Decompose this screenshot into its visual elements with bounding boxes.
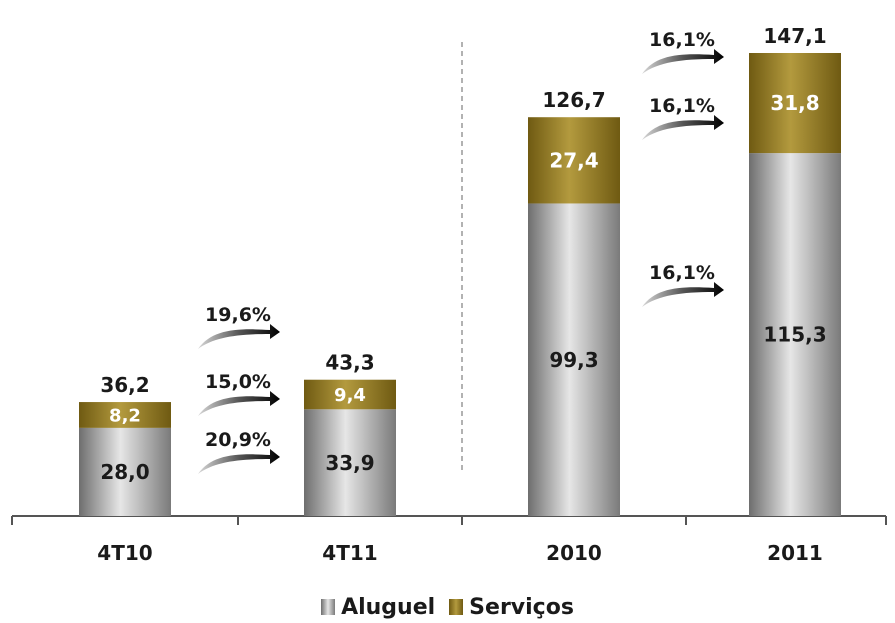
data-label-servicos: 8,2 — [109, 405, 141, 426]
data-label-servicos: 27,4 — [549, 149, 598, 173]
growth-annotation-aluguel-annual: 16,1% — [642, 262, 724, 307]
bar-segment-aluguel — [749, 153, 841, 516]
bar-segment-aluguel — [528, 203, 620, 516]
legend-item-servicos: Serviços — [449, 595, 574, 620]
data-label-servicos: 31,8 — [770, 91, 819, 115]
total-label: 36,2 — [100, 373, 149, 397]
growth-label: 20,9% — [205, 429, 271, 451]
legend-swatch-aluguel — [321, 599, 336, 615]
data-label-aluguel: 99,3 — [549, 348, 598, 372]
growth-annotation-aluguel-4t: 20,9% — [198, 429, 280, 474]
bar-segment-servicos — [79, 402, 171, 428]
growth-arrow-icon — [198, 391, 280, 416]
growth-arrow-icon — [198, 449, 280, 474]
x-tick-label: 4T10 — [97, 541, 152, 565]
legend-swatch-servicos — [449, 599, 464, 615]
x-tick-label: 2011 — [767, 541, 823, 565]
bar-segment-servicos — [304, 379, 396, 410]
growth-label: 19,6% — [205, 304, 271, 326]
legend: Aluguel Serviços — [0, 594, 895, 620]
growth-arrow-icon — [642, 282, 724, 307]
growth-annotation-total-annual: 16,1% — [642, 29, 724, 74]
growth-arrow-icon — [198, 324, 280, 349]
total-label: 147,1 — [763, 24, 826, 48]
x-tick-label: 2010 — [546, 541, 602, 565]
x-tick-label: 4T11 — [322, 541, 377, 565]
growth-label: 16,1% — [649, 262, 715, 284]
data-label-aluguel: 33,9 — [325, 451, 374, 475]
data-label-aluguel: 28,0 — [100, 460, 149, 484]
bar-segment-servicos — [749, 53, 841, 154]
legend-item-aluguel: Aluguel — [321, 595, 435, 620]
growth-annotation-servicos-4t: 15,0% — [198, 371, 280, 416]
bar-segment-servicos — [528, 117, 620, 204]
bar-segment-aluguel — [79, 427, 171, 516]
growth-arrow-icon — [642, 115, 724, 140]
growth-label: 16,1% — [649, 95, 715, 117]
legend-label-servicos: Serviços — [469, 594, 574, 620]
bar-segment-aluguel — [304, 409, 396, 516]
growth-annotation-servicos-annual: 16,1% — [642, 95, 724, 140]
data-label-aluguel: 115,3 — [763, 323, 826, 347]
growth-label: 15,0% — [205, 371, 271, 393]
growth-arrow-icon — [642, 49, 724, 74]
growth-annotation-total-4t: 19,6% — [198, 304, 280, 349]
data-label-servicos: 9,4 — [334, 385, 366, 406]
legend-label-aluguel: Aluguel — [341, 594, 436, 620]
total-label: 43,3 — [325, 351, 374, 375]
total-label: 126,7 — [542, 88, 605, 112]
growth-label: 16,1% — [649, 29, 715, 51]
